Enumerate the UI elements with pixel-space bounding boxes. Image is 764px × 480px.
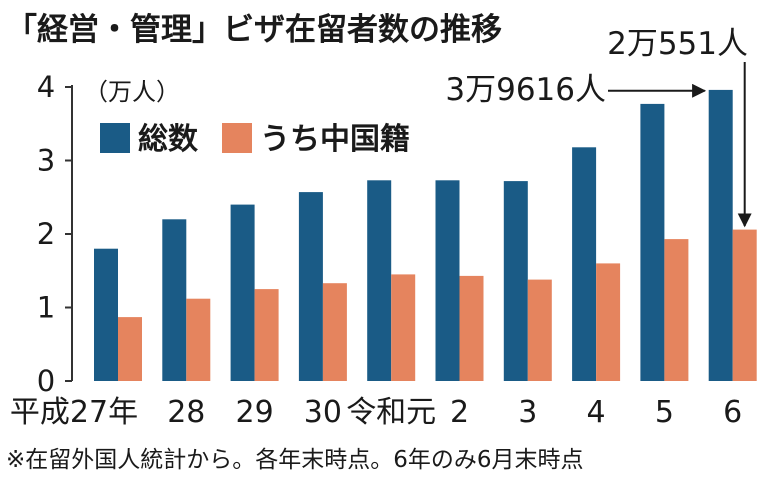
y-tick-label: 4 — [37, 70, 55, 104]
x-category-label: 30 — [304, 395, 342, 430]
x-category-label: 3 — [518, 395, 537, 430]
bar-total — [162, 219, 187, 381]
bar-total — [435, 180, 460, 381]
legend: 総数 うち中国籍 — [100, 122, 410, 157]
y-tick-label: 3 — [37, 144, 55, 178]
bar-china — [391, 274, 416, 381]
y-tick-label: 2 — [37, 217, 55, 251]
bar-china — [118, 317, 142, 381]
y-tick-label: 0 — [37, 364, 55, 398]
annotation-china-2024: 2万551人 — [607, 26, 748, 62]
bar-total — [230, 204, 255, 381]
bar-china — [527, 279, 552, 381]
bar-china — [596, 263, 621, 381]
x-category-label: 4 — [587, 395, 606, 430]
bar-china — [186, 298, 211, 381]
source-note: ※在留外国人統計から。各年末時点。6年のみ6月末時点 — [6, 447, 584, 473]
chart-title: 「経営・管理」ビザ在留者数の推移 — [6, 12, 502, 48]
bar-total — [708, 89, 733, 382]
x-category-label: 2 — [450, 395, 469, 430]
bar-total — [367, 180, 392, 381]
bar-china — [322, 283, 347, 381]
x-category-label: 5 — [655, 395, 674, 430]
legend-swatch-total — [100, 123, 130, 153]
x-category-label: 28 — [167, 395, 205, 430]
bars-group — [94, 89, 757, 382]
y-axis-unit-label: （万人） — [84, 78, 180, 106]
bar-china — [664, 239, 689, 381]
bar-total — [503, 181, 528, 381]
bar-total — [640, 103, 665, 382]
x-category-label: 令和元 — [346, 395, 436, 430]
legend-swatch-china — [222, 123, 252, 153]
bar-china — [459, 275, 484, 381]
bar-total — [572, 147, 597, 381]
x-category-label: 6 — [723, 395, 742, 430]
x-axis-category-labels: 平成27年 28 29 30 令和元 2 3 4 5 6 — [10, 395, 742, 430]
bar-total — [94, 248, 118, 381]
x-category-label: 29 — [236, 395, 274, 430]
x-category-label: 平成27年 — [10, 395, 138, 430]
y-axis-ticks: 0 1 2 3 4 — [37, 70, 72, 398]
bar-china — [254, 289, 279, 381]
y-tick-label: 1 — [37, 291, 55, 325]
legend-label-total: 総数 — [138, 122, 199, 157]
bar-china — [732, 229, 757, 381]
bar-total — [298, 192, 323, 381]
legend-label-china: うち中国籍 — [260, 122, 410, 157]
annotation-total-2024: 3万9616人 — [445, 72, 606, 108]
